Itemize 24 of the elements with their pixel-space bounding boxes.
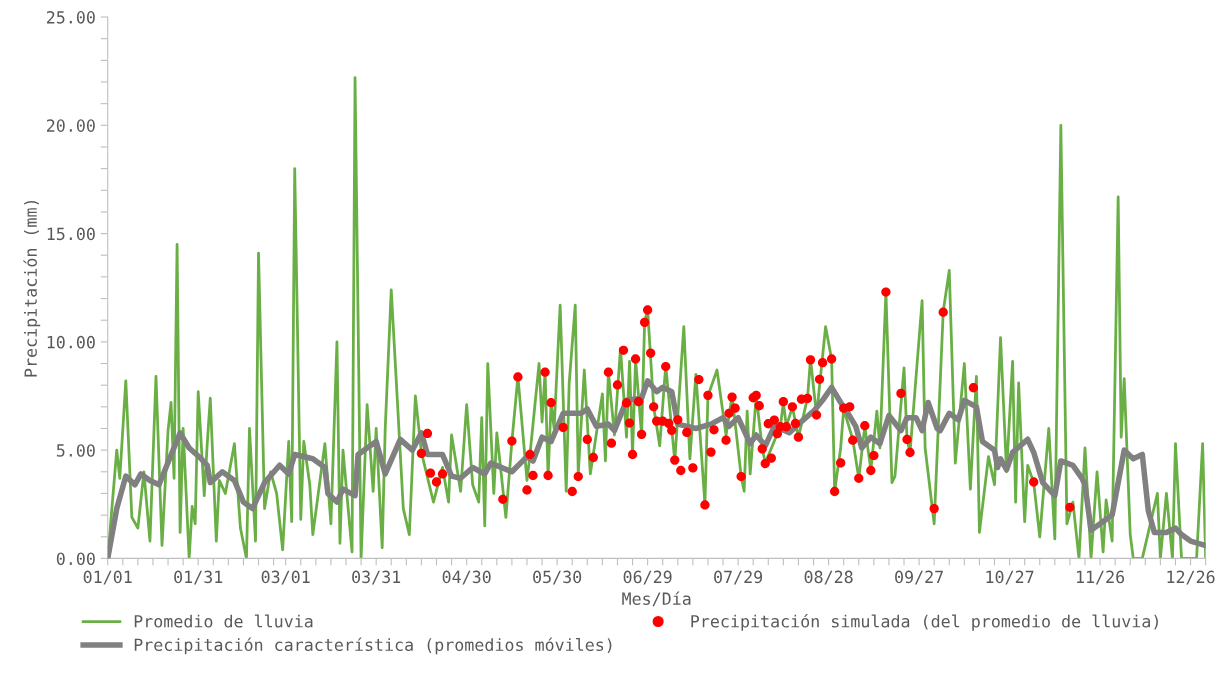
legend-label: Precipitación simulada (del promedio de lluvia) <box>691 614 1158 631</box>
x-tick-label: 05/30 <box>533 570 582 585</box>
y-tick-label: 15.00 <box>47 227 95 241</box>
y-axis-title: Precipitación (mm) <box>23 200 41 377</box>
x-tick-label: 10/27 <box>986 570 1034 585</box>
x-tick-label: 03/01 <box>261 570 310 585</box>
x-tick-label: 04/30 <box>442 570 491 585</box>
x-tick-label: 09/27 <box>895 570 943 585</box>
y-tick-label: 10.00 <box>47 335 95 349</box>
x-tick-label: 08/28 <box>804 570 853 585</box>
x-tick-label: 01/01 <box>83 570 132 585</box>
x-tick-label: 07/29 <box>714 570 763 585</box>
y-tick-label: 25.00 <box>46 11 95 24</box>
legend-label: Precipitación característica (promedios móviles) <box>134 637 612 655</box>
x-axis-title: Mes/Día <box>622 591 691 607</box>
x-tick-label: 11/26 <box>1076 570 1125 585</box>
y-tick-label: 20.00 <box>46 119 95 132</box>
legend-label: Promedio de lluvia <box>134 614 313 628</box>
x-tick-label: 06/29 <box>623 570 672 585</box>
y-tick-label: 0.00 <box>56 552 95 566</box>
x-tick-label: 01/31 <box>174 570 223 585</box>
y-tick-label: 5.00 <box>56 444 95 457</box>
x-tick-label: 12/26 <box>1167 570 1215 585</box>
x-tick-label: 03/31 <box>352 570 401 585</box>
